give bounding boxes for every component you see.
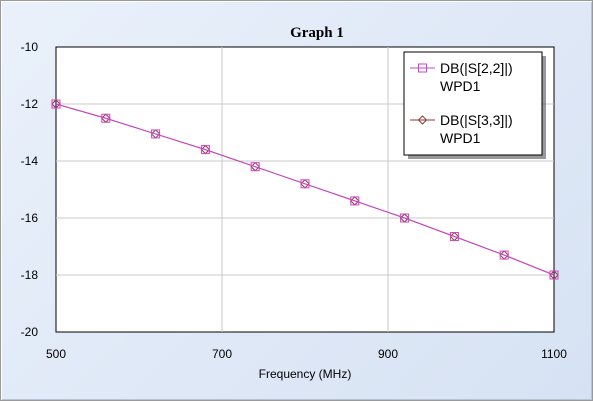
data-point xyxy=(300,179,310,189)
legend-entry-1: DB(|S[3,3]|) WPD1 xyxy=(410,112,513,146)
y-tick-label: -14 xyxy=(21,154,39,168)
series-layer xyxy=(51,99,559,280)
x-axis-ticks: 500 700 900 1100 xyxy=(46,347,567,361)
series-0 xyxy=(51,99,559,280)
legend-entry-0: DB(|S[2,2]|) WPD1 xyxy=(410,60,513,94)
legend-label-line2: WPD1 xyxy=(440,130,481,146)
y-tick-label: -10 xyxy=(21,40,39,54)
data-point xyxy=(499,250,509,260)
data-point xyxy=(200,145,210,155)
x-tick-label: 700 xyxy=(212,347,232,361)
data-point xyxy=(101,113,111,123)
legend-marker xyxy=(417,115,428,125)
data-point xyxy=(350,196,360,206)
chart-title: Graph 1 xyxy=(290,25,344,41)
legend-label-line2: WPD1 xyxy=(440,78,481,94)
data-point xyxy=(51,99,61,109)
data-point xyxy=(250,162,260,172)
y-tick-label: -18 xyxy=(21,268,39,282)
data-point xyxy=(151,129,161,139)
legend-marker xyxy=(418,63,427,73)
data-point xyxy=(400,213,410,223)
data-point xyxy=(449,232,459,242)
x-tick-label: 900 xyxy=(378,347,398,361)
x-tick-label: 500 xyxy=(46,347,66,361)
x-axis-label: Frequency (MHz) xyxy=(259,367,352,381)
legend-label: DB(|S[2,2]|) xyxy=(440,60,513,76)
y-tick-label: -12 xyxy=(21,97,39,111)
series-line xyxy=(55,103,555,276)
data-point xyxy=(549,270,559,280)
y-axis-ticks: -10 -12 -14 -16 -18 -20 xyxy=(21,40,39,339)
x-tick-label: 1100 xyxy=(541,347,567,361)
legend-label: DB(|S[3,3]|) xyxy=(440,112,513,128)
grid xyxy=(56,47,554,332)
legend: DB(|S[2,2]|) WPD1 DB(|S[3,3]|) WPD1 xyxy=(403,51,546,159)
y-tick-label: -16 xyxy=(21,211,39,225)
y-tick-label: -20 xyxy=(21,325,39,339)
